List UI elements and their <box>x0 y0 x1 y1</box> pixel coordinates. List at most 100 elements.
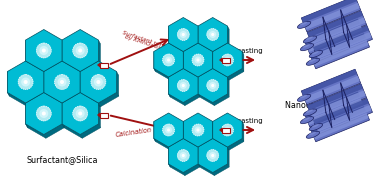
Polygon shape <box>44 93 64 107</box>
Polygon shape <box>154 68 170 80</box>
Polygon shape <box>26 30 62 72</box>
Circle shape <box>197 58 200 62</box>
Bar <box>222 58 230 62</box>
Polygon shape <box>26 93 62 135</box>
Polygon shape <box>154 52 155 72</box>
Polygon shape <box>228 77 229 97</box>
Ellipse shape <box>297 21 311 28</box>
Ellipse shape <box>303 117 310 121</box>
Polygon shape <box>198 18 228 52</box>
Circle shape <box>163 124 175 136</box>
Circle shape <box>182 84 185 87</box>
Polygon shape <box>213 121 214 142</box>
Circle shape <box>39 109 48 118</box>
Circle shape <box>96 80 101 84</box>
Polygon shape <box>26 124 46 138</box>
Circle shape <box>177 28 189 41</box>
Circle shape <box>42 112 46 116</box>
Polygon shape <box>307 84 363 110</box>
Text: Nanocasting: Nanocasting <box>219 118 263 124</box>
Circle shape <box>177 79 189 92</box>
Polygon shape <box>169 147 170 167</box>
Polygon shape <box>198 77 200 97</box>
Polygon shape <box>80 72 82 96</box>
Circle shape <box>192 124 204 136</box>
Polygon shape <box>80 61 101 75</box>
Polygon shape <box>307 25 363 52</box>
Polygon shape <box>213 52 214 72</box>
Circle shape <box>78 48 82 53</box>
Polygon shape <box>310 106 366 133</box>
Polygon shape <box>304 3 360 30</box>
Polygon shape <box>116 72 119 96</box>
Polygon shape <box>183 164 200 176</box>
Polygon shape <box>313 25 372 61</box>
Circle shape <box>60 80 64 84</box>
Polygon shape <box>310 17 366 44</box>
Ellipse shape <box>303 109 317 116</box>
Circle shape <box>211 33 214 36</box>
Text: Nanocasting: Nanocasting <box>219 48 263 54</box>
Polygon shape <box>154 43 183 77</box>
Polygon shape <box>316 32 372 59</box>
Polygon shape <box>183 43 200 55</box>
Circle shape <box>177 150 189 161</box>
Circle shape <box>163 54 175 66</box>
Circle shape <box>78 112 82 116</box>
Circle shape <box>73 43 88 58</box>
Polygon shape <box>44 61 64 75</box>
Polygon shape <box>169 68 198 102</box>
Polygon shape <box>316 105 372 132</box>
Ellipse shape <box>303 36 317 43</box>
Circle shape <box>182 154 185 157</box>
Polygon shape <box>169 164 185 176</box>
Polygon shape <box>62 61 82 75</box>
Polygon shape <box>169 43 185 55</box>
Circle shape <box>182 33 185 36</box>
Circle shape <box>211 154 214 157</box>
Polygon shape <box>228 147 229 167</box>
Polygon shape <box>169 26 170 46</box>
Circle shape <box>36 106 51 121</box>
Polygon shape <box>62 103 64 128</box>
Polygon shape <box>183 138 200 150</box>
Circle shape <box>73 106 88 121</box>
Polygon shape <box>307 11 363 37</box>
Circle shape <box>39 46 48 55</box>
Circle shape <box>195 56 201 64</box>
Circle shape <box>165 127 172 133</box>
Circle shape <box>57 78 67 87</box>
Polygon shape <box>98 103 101 128</box>
Circle shape <box>226 129 229 132</box>
Circle shape <box>209 82 216 89</box>
Polygon shape <box>62 93 82 107</box>
Polygon shape <box>26 103 28 128</box>
Polygon shape <box>242 121 244 142</box>
Polygon shape <box>62 40 64 65</box>
Polygon shape <box>198 138 214 150</box>
Polygon shape <box>198 26 200 46</box>
Polygon shape <box>307 98 363 125</box>
Polygon shape <box>169 138 198 173</box>
Polygon shape <box>183 52 185 72</box>
Ellipse shape <box>309 124 322 131</box>
Polygon shape <box>307 11 367 46</box>
Text: Surfactant@Silica: Surfactant@Silica <box>26 155 98 164</box>
Polygon shape <box>26 61 46 75</box>
Polygon shape <box>183 52 185 72</box>
Polygon shape <box>44 61 80 103</box>
Circle shape <box>192 54 204 66</box>
Circle shape <box>42 48 46 53</box>
Ellipse shape <box>297 94 311 101</box>
Bar <box>100 113 108 118</box>
Polygon shape <box>183 43 213 77</box>
Ellipse shape <box>300 95 307 98</box>
Polygon shape <box>228 68 244 80</box>
Polygon shape <box>183 68 200 80</box>
Circle shape <box>76 46 85 55</box>
Polygon shape <box>154 113 183 147</box>
Polygon shape <box>198 68 214 80</box>
Polygon shape <box>313 98 369 125</box>
Ellipse shape <box>309 132 316 135</box>
Polygon shape <box>219 127 222 133</box>
